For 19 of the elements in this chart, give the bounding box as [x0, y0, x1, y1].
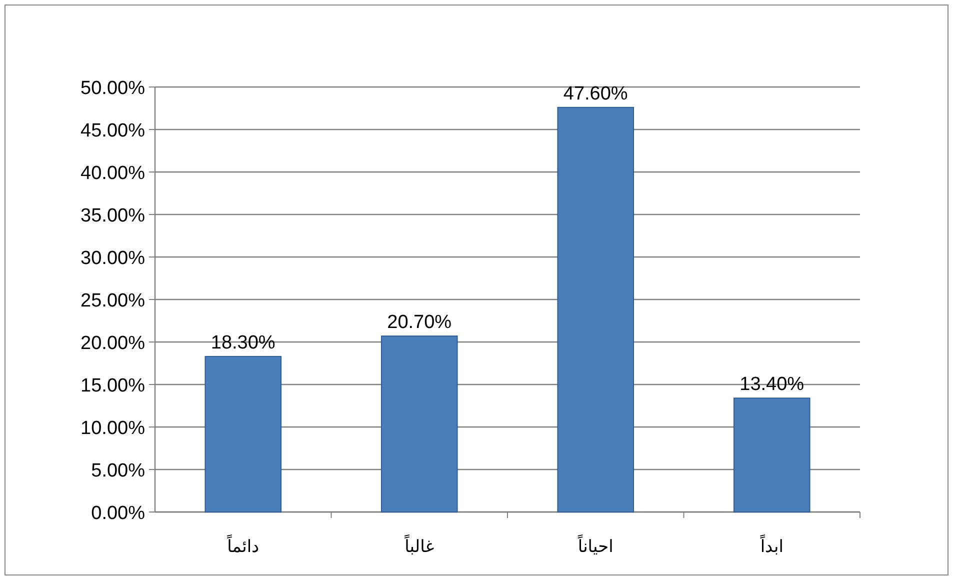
x-tick-label: غالباً [404, 533, 434, 557]
y-tick-label: 40.00% [80, 163, 146, 184]
y-tick-label: 35.00% [80, 206, 146, 226]
data-label: 18.30% [210, 332, 276, 354]
data-label: 20.70% [387, 312, 452, 334]
y-tick-label: 30.00% [80, 248, 146, 269]
y-tick-label: 0.00% [91, 503, 146, 524]
data-label: 47.60% [563, 83, 628, 104]
y-tick-label: 5.00% [91, 460, 146, 482]
y-tick-label: 20.00% [80, 333, 146, 354]
x-tick-label: ابداً [759, 533, 784, 557]
y-tick-label: 25.00% [80, 290, 146, 312]
y-tick-label: 10.00% [80, 418, 146, 439]
data-label: 13.40% [740, 374, 804, 396]
y-tick-label: 45.00% [80, 120, 146, 142]
x-tick-label: احياناً [577, 533, 614, 557]
y-tick-label: 50.00% [80, 78, 146, 99]
x-tick-label: دائماً [226, 533, 260, 557]
y-tick-label: 15.00% [80, 376, 146, 396]
